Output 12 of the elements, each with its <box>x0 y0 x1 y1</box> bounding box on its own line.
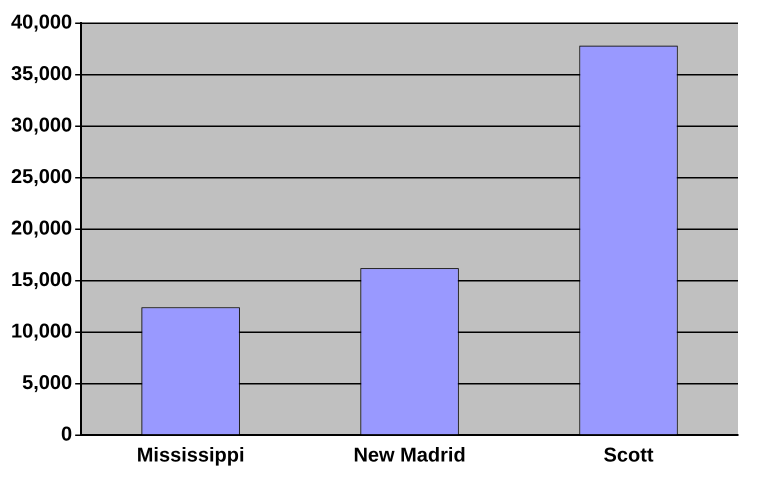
y-tick-label: 40,000 <box>11 12 72 34</box>
y-tick-label: 30,000 <box>11 114 72 137</box>
y-tick-label: 20,000 <box>11 218 72 240</box>
y-tick-label: 10,000 <box>11 320 72 343</box>
y-tick-label: 5,000 <box>22 372 72 394</box>
y-tick-label: 25,000 <box>11 166 72 188</box>
x-tick-label: New Madrid <box>353 444 466 467</box>
x-tick-label: Mississippi <box>136 444 245 467</box>
y-tick-label: 0 <box>61 424 72 446</box>
y-tick-label: 35,000 <box>11 63 72 86</box>
y-tick-label: 15,000 <box>11 269 72 292</box>
x-tick-label: Scott <box>604 444 654 467</box>
